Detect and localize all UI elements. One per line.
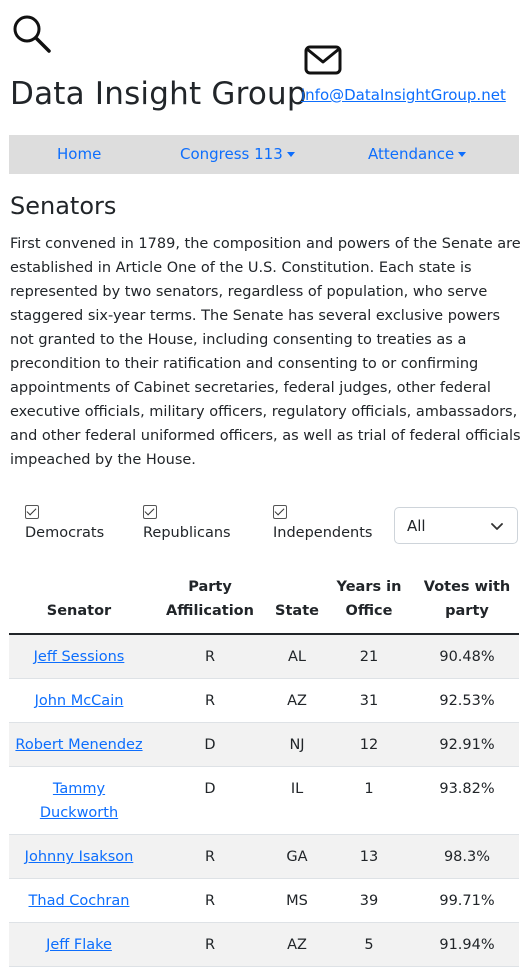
cell-senator: John McCain xyxy=(9,678,149,723)
table-header-row: Senator Party Affilication State Years i… xyxy=(9,575,519,635)
nav-attendance-dropdown[interactable]: Attendance xyxy=(368,145,467,163)
cell-state: AZ xyxy=(271,922,323,967)
table-row: Thad Cochran R MS 39 99.71% xyxy=(9,878,519,923)
cell-state: NJ xyxy=(271,722,323,767)
senator-link[interactable]: Johnny Isakson xyxy=(24,849,134,865)
senator-link[interactable]: Tammy Duckworth xyxy=(39,781,119,821)
cell-party: R xyxy=(149,634,271,679)
cell-state: IL xyxy=(271,766,323,835)
cell-votes: 93.82% xyxy=(415,766,519,835)
header-state[interactable]: State xyxy=(271,575,323,635)
filter-republicans: Republicans xyxy=(127,505,231,541)
table-row: Tammy Duckworth D IL 1 93.82% xyxy=(9,766,519,835)
cell-votes: 91.94% xyxy=(415,922,519,967)
email-link[interactable]: info@DataInsightGroup.net xyxy=(301,86,506,104)
header-senator[interactable]: Senator xyxy=(9,575,149,635)
democrats-checkbox[interactable] xyxy=(25,505,39,519)
senator-link[interactable]: John McCain xyxy=(34,693,124,709)
independents-checkbox[interactable] xyxy=(273,505,287,519)
republicans-label: Republicans xyxy=(143,525,231,541)
filter-independents: Independents xyxy=(257,505,372,541)
cell-senator: Tammy Duckworth xyxy=(9,766,149,835)
cell-years: 21 xyxy=(323,634,415,679)
nav-congress-dropdown[interactable]: Congress 113 xyxy=(180,145,295,163)
chevron-down-icon xyxy=(491,523,503,530)
cell-years: 12 xyxy=(323,722,415,767)
cell-senator: Robert Menendez xyxy=(9,722,149,767)
cell-state: GA xyxy=(271,834,323,879)
cell-senator: Johnny Isakson xyxy=(9,834,149,879)
cell-years: 39 xyxy=(323,878,415,923)
cell-votes: 92.53% xyxy=(415,678,519,723)
cell-votes: 99.71% xyxy=(415,878,519,923)
search-icon[interactable] xyxy=(12,14,52,54)
cell-state: AL xyxy=(271,634,323,679)
cell-years: 31 xyxy=(323,678,415,723)
cell-party: R xyxy=(149,678,271,723)
cell-party: R xyxy=(149,922,271,967)
section-title: Senators xyxy=(10,192,117,220)
cell-state: MS xyxy=(271,878,323,923)
senators-table: Senator Party Affilication State Years i… xyxy=(9,575,519,967)
cell-senator: Jeff Flake xyxy=(9,922,149,967)
cell-party: D xyxy=(149,766,271,835)
state-select-value: All xyxy=(407,517,426,535)
site-title: Data Insight Group xyxy=(10,76,307,112)
cell-years: 13 xyxy=(323,834,415,879)
cell-senator: Thad Cochran xyxy=(9,878,149,923)
cell-party: R xyxy=(149,878,271,923)
senator-link[interactable]: Jeff Sessions xyxy=(33,649,125,665)
table-row: John McCain R AZ 31 92.53% xyxy=(9,678,519,723)
table-row: Johnny Isakson R GA 13 98.3% xyxy=(9,834,519,879)
header-years[interactable]: Years in Office xyxy=(323,575,415,635)
senator-link[interactable]: Thad Cochran xyxy=(28,893,130,909)
table-row: Robert Menendez D NJ 12 92.91% xyxy=(9,722,519,767)
cell-senator: Jeff Sessions xyxy=(9,634,149,679)
cell-votes: 90.48% xyxy=(415,634,519,679)
democrats-label: Democrats xyxy=(25,525,105,541)
cell-state: AZ xyxy=(271,678,323,723)
section-description: First convened in 1789, the composition … xyxy=(10,236,521,468)
nav-congress-label: Congress 113 xyxy=(180,145,283,163)
filter-democrats: Democrats xyxy=(9,505,104,541)
cell-party: R xyxy=(149,834,271,879)
mail-icon xyxy=(304,45,342,75)
cell-years: 5 xyxy=(323,922,415,967)
caret-down-icon xyxy=(458,152,467,157)
table-row: Jeff Flake R AZ 5 91.94% xyxy=(9,922,519,967)
header-party[interactable]: Party Affilication xyxy=(149,575,271,635)
cell-votes: 92.91% xyxy=(415,722,519,767)
navbar: Home Congress 113 Attendance xyxy=(9,135,519,174)
cell-votes: 98.3% xyxy=(415,834,519,879)
senator-link[interactable]: Jeff Flake xyxy=(46,937,112,953)
nav-home[interactable]: Home xyxy=(57,145,102,163)
republicans-checkbox[interactable] xyxy=(143,505,157,519)
senator-link[interactable]: Robert Menendez xyxy=(15,737,143,753)
state-select[interactable]: All xyxy=(394,507,518,544)
independents-label: Independents xyxy=(273,525,373,541)
cell-party: D xyxy=(149,722,271,767)
caret-down-icon xyxy=(286,152,295,157)
header-votes[interactable]: Votes with party xyxy=(415,575,519,635)
table-row: Jeff Sessions R AL 21 90.48% xyxy=(9,634,519,679)
cell-years: 1 xyxy=(323,766,415,835)
nav-attendance-label: Attendance xyxy=(368,145,455,163)
